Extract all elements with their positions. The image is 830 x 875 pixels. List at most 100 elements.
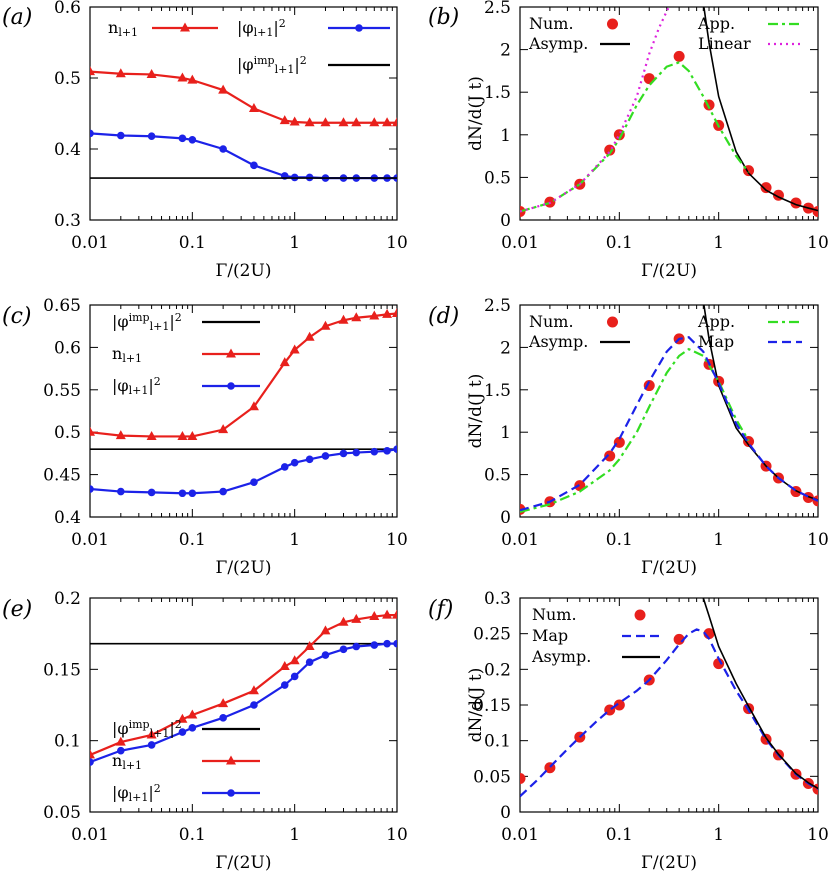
plot-area: [520, 305, 818, 515]
triangle-marker: [146, 430, 157, 440]
panel-label: (f): [428, 597, 453, 622]
y-tick-label: 0.5: [54, 69, 81, 89]
x-tick-label: 10: [386, 233, 408, 253]
label-part: Num.: [529, 14, 574, 33]
plot-area: [90, 66, 397, 182]
y-tick-label: 2: [500, 41, 511, 61]
plot-area: [520, 7, 818, 217]
triangle-marker: [304, 331, 315, 341]
triangle-marker: [320, 625, 331, 635]
circle-marker: [90, 129, 94, 138]
label-superscript: 2: [154, 375, 161, 388]
legend-label: Num.: [529, 312, 574, 331]
circle-marker: [178, 134, 187, 143]
x-tick-label: 10: [807, 825, 829, 845]
x-tick-label: 0.01: [501, 530, 539, 550]
y-tick-label: 0: [500, 803, 511, 823]
label-part: Asymp.: [528, 34, 588, 53]
y-tick-label: 0.5: [54, 423, 81, 443]
label-part: |φ: [112, 376, 129, 395]
label-superscript: 2: [175, 718, 182, 731]
label-part: |φ: [237, 55, 254, 74]
legend-label: App.: [697, 312, 735, 331]
label-subscript: l+1: [254, 26, 274, 39]
series-line: [90, 312, 397, 438]
label-part: Num.: [529, 312, 574, 331]
x-tick-label: 10: [807, 233, 829, 253]
x-tick-label: 0.01: [501, 825, 539, 845]
circle-marker: [178, 489, 187, 498]
label-superscript: 2: [175, 311, 182, 324]
y-tick-label: 0.25: [473, 625, 511, 645]
y-tick-label: 0.05: [473, 767, 511, 787]
panel-e: 0.01 0.1 1 100.050.10.150.2Γ/(2U)(e)|φimpl+…: [2, 589, 408, 873]
y-tick-label: 0: [500, 211, 511, 231]
label-part: |: [273, 18, 278, 37]
x-tick-label: 0.1: [606, 530, 633, 550]
plot-frame: [519, 6, 819, 221]
triangle-marker: [351, 312, 362, 322]
triangle-marker: [279, 357, 290, 367]
label-part: n: [112, 344, 122, 363]
x-tick-label: 0.1: [606, 233, 633, 253]
legend-marker: [227, 789, 235, 797]
circle-marker: [280, 463, 289, 471]
legend: nl+1 |φl+1|2|φimpl+1|2: [108, 17, 390, 76]
triangle-marker: [226, 348, 236, 358]
triangle-marker: [392, 609, 397, 619]
legend-label: Asymp.: [528, 34, 588, 53]
label-superscript: 2: [154, 782, 161, 795]
triangle-marker: [115, 430, 126, 440]
circle-marker: [812, 205, 818, 217]
circle-marker: [188, 489, 197, 498]
legend-marker: [607, 316, 618, 328]
label-part: n: [112, 751, 122, 770]
triangle-marker: [304, 641, 315, 651]
x-tick-label: 0.01: [71, 530, 109, 550]
legend-marker: [227, 382, 235, 390]
circle-marker: [370, 641, 379, 649]
circle-marker: [117, 487, 125, 496]
circle-marker: [383, 639, 391, 648]
legend-label: Asymp.: [528, 332, 588, 351]
x-tick-label: 10: [386, 825, 408, 845]
label-part: n: [108, 18, 118, 37]
circle-marker: [383, 447, 391, 455]
triangle-marker: [177, 430, 188, 440]
triangle-marker: [289, 116, 300, 126]
circle-marker: [321, 651, 330, 659]
x-tick-label: 0.1: [606, 825, 633, 845]
triangle-marker: [146, 729, 157, 739]
circle-marker: [90, 485, 94, 493]
triangle-marker: [369, 117, 380, 127]
triangle-marker: [369, 611, 380, 621]
legend-label: nl+1: [112, 344, 142, 365]
circle-marker: [305, 658, 314, 666]
label-part: Num.: [532, 605, 577, 624]
triangle-marker: [90, 749, 95, 759]
circle-marker: [352, 642, 361, 651]
circle-marker: [90, 758, 94, 766]
label-subscript: l+1: [275, 63, 295, 76]
circle-marker: [250, 701, 258, 709]
label-superscript: 2: [300, 54, 307, 67]
y-tick-label: 1.5: [484, 381, 511, 401]
panel-label: (d): [428, 304, 459, 329]
label-superscript: imp: [129, 311, 150, 324]
y-tick-label: 0.3: [484, 589, 511, 609]
label-part: Map: [532, 626, 568, 645]
y-tick-label: 0.5: [484, 466, 511, 486]
series-line: [520, 61, 750, 213]
triangle-marker: [382, 308, 393, 318]
label-subscript: l+1: [150, 727, 170, 740]
panel-label: (c): [2, 304, 32, 329]
triangle-marker: [248, 401, 259, 411]
panel-a: 0.01 0.1 1 100.30.40.50.6Γ/(2U)(a) nl+1 |φl+1…: [2, 0, 408, 281]
circle-marker: [219, 714, 227, 722]
triangle-marker: [289, 655, 300, 665]
y-tick-label: 0.15: [43, 660, 81, 680]
legend-label: nl+1: [108, 18, 138, 39]
y-tick-label: 1: [500, 126, 511, 146]
legend: |φimpl+1|2nl+1|φl+1|2: [112, 718, 260, 804]
circle-marker: [147, 741, 156, 749]
